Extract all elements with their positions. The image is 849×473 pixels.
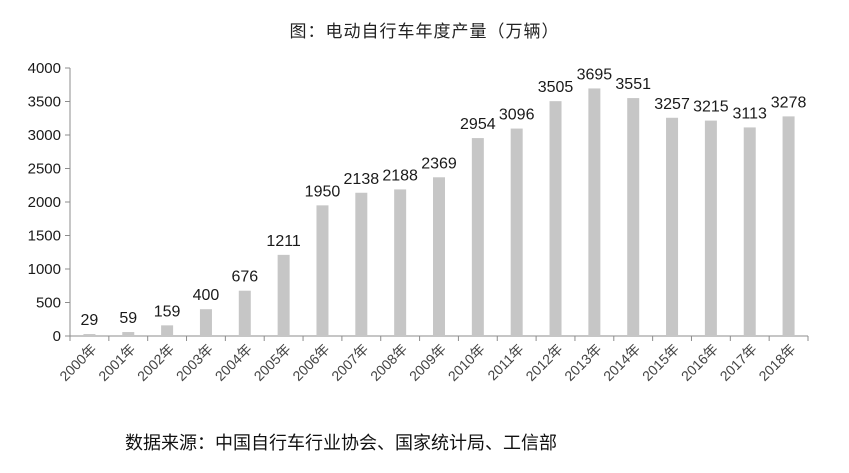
bar-value-label: 2138 (344, 171, 380, 188)
y-tick-label: 4000 (28, 60, 61, 77)
bar-value-label: 3257 (654, 96, 690, 113)
bar-value-label: 400 (193, 287, 220, 304)
x-tick-label: 2010年 (445, 341, 488, 384)
y-tick-label: 0 (53, 328, 61, 345)
x-tick-label: 2016年 (678, 341, 721, 384)
bar-value-label: 2369 (421, 155, 457, 172)
bar (588, 88, 601, 336)
bar (510, 128, 523, 336)
x-tick-label: 2017年 (717, 341, 760, 384)
bar-value-label: 3551 (615, 76, 651, 93)
bar (83, 334, 96, 336)
chart-title: 图：电动自行车年度产量（万辆） (289, 22, 560, 42)
bar (394, 189, 407, 336)
x-tick-label: 2007年 (328, 341, 371, 384)
bar-value-label: 3505 (538, 79, 574, 96)
y-tick-label: 2000 (28, 194, 61, 211)
x-tick-label: 2002年 (134, 341, 177, 384)
x-tick-label: 2006年 (289, 341, 332, 384)
bar-value-label: 159 (154, 303, 181, 320)
bar (471, 138, 484, 336)
x-tick-label: 2015年 (639, 341, 682, 384)
bar (277, 254, 290, 336)
bar (238, 290, 251, 336)
y-tick-label: 1000 (28, 261, 61, 278)
bar-value-label: 29 (81, 312, 99, 329)
bar (355, 192, 368, 336)
bar (627, 98, 640, 336)
bar-value-label: 1950 (305, 183, 341, 200)
bar-value-label: 3096 (499, 107, 535, 124)
y-tick-label: 1500 (28, 228, 61, 245)
bar-value-label: 3278 (771, 94, 807, 111)
bar-value-label: 676 (231, 269, 258, 286)
bar (433, 177, 445, 336)
bar-value-label: 1211 (266, 233, 301, 250)
bar (549, 101, 562, 336)
y-tick-label: 500 (36, 295, 61, 312)
x-tick-label: 2011年 (484, 341, 527, 384)
bar-value-label: 59 (119, 310, 137, 327)
bar (199, 309, 212, 336)
x-tick-label: 2005年 (251, 341, 294, 384)
bar (782, 116, 795, 337)
x-tick-label: 2003年 (173, 341, 216, 384)
bar (161, 325, 174, 336)
x-tick-label: 2001年 (95, 341, 138, 384)
bar-value-label: 2188 (382, 167, 418, 184)
x-tick-label: 2000年 (56, 341, 99, 384)
bar (743, 127, 756, 336)
x-tick-label: 2018年 (755, 341, 798, 384)
source-note: 数据来源：中国自行车行业协会、国家统计局、工信部 (125, 433, 557, 454)
bar (122, 332, 135, 336)
x-tick-label: 2004年 (212, 341, 255, 384)
y-tick-label: 2500 (28, 161, 61, 178)
y-tick-label: 3000 (28, 127, 61, 144)
x-tick-label: 2014年 (600, 341, 643, 384)
x-tick-label: 2012年 (522, 341, 565, 384)
bar-value-label: 3215 (693, 99, 729, 116)
x-tick-label: 2008年 (367, 341, 410, 384)
bar (704, 120, 717, 336)
x-tick-label: 2009年 (406, 341, 449, 384)
bar (316, 205, 329, 336)
bar (666, 117, 679, 336)
bar-value-label: 3113 (733, 105, 768, 122)
bar-value-label: 3695 (577, 66, 613, 83)
y-tick-label: 3500 (28, 94, 61, 111)
bar-value-label: 2954 (460, 116, 496, 133)
x-tick-label: 2013年 (561, 341, 604, 384)
